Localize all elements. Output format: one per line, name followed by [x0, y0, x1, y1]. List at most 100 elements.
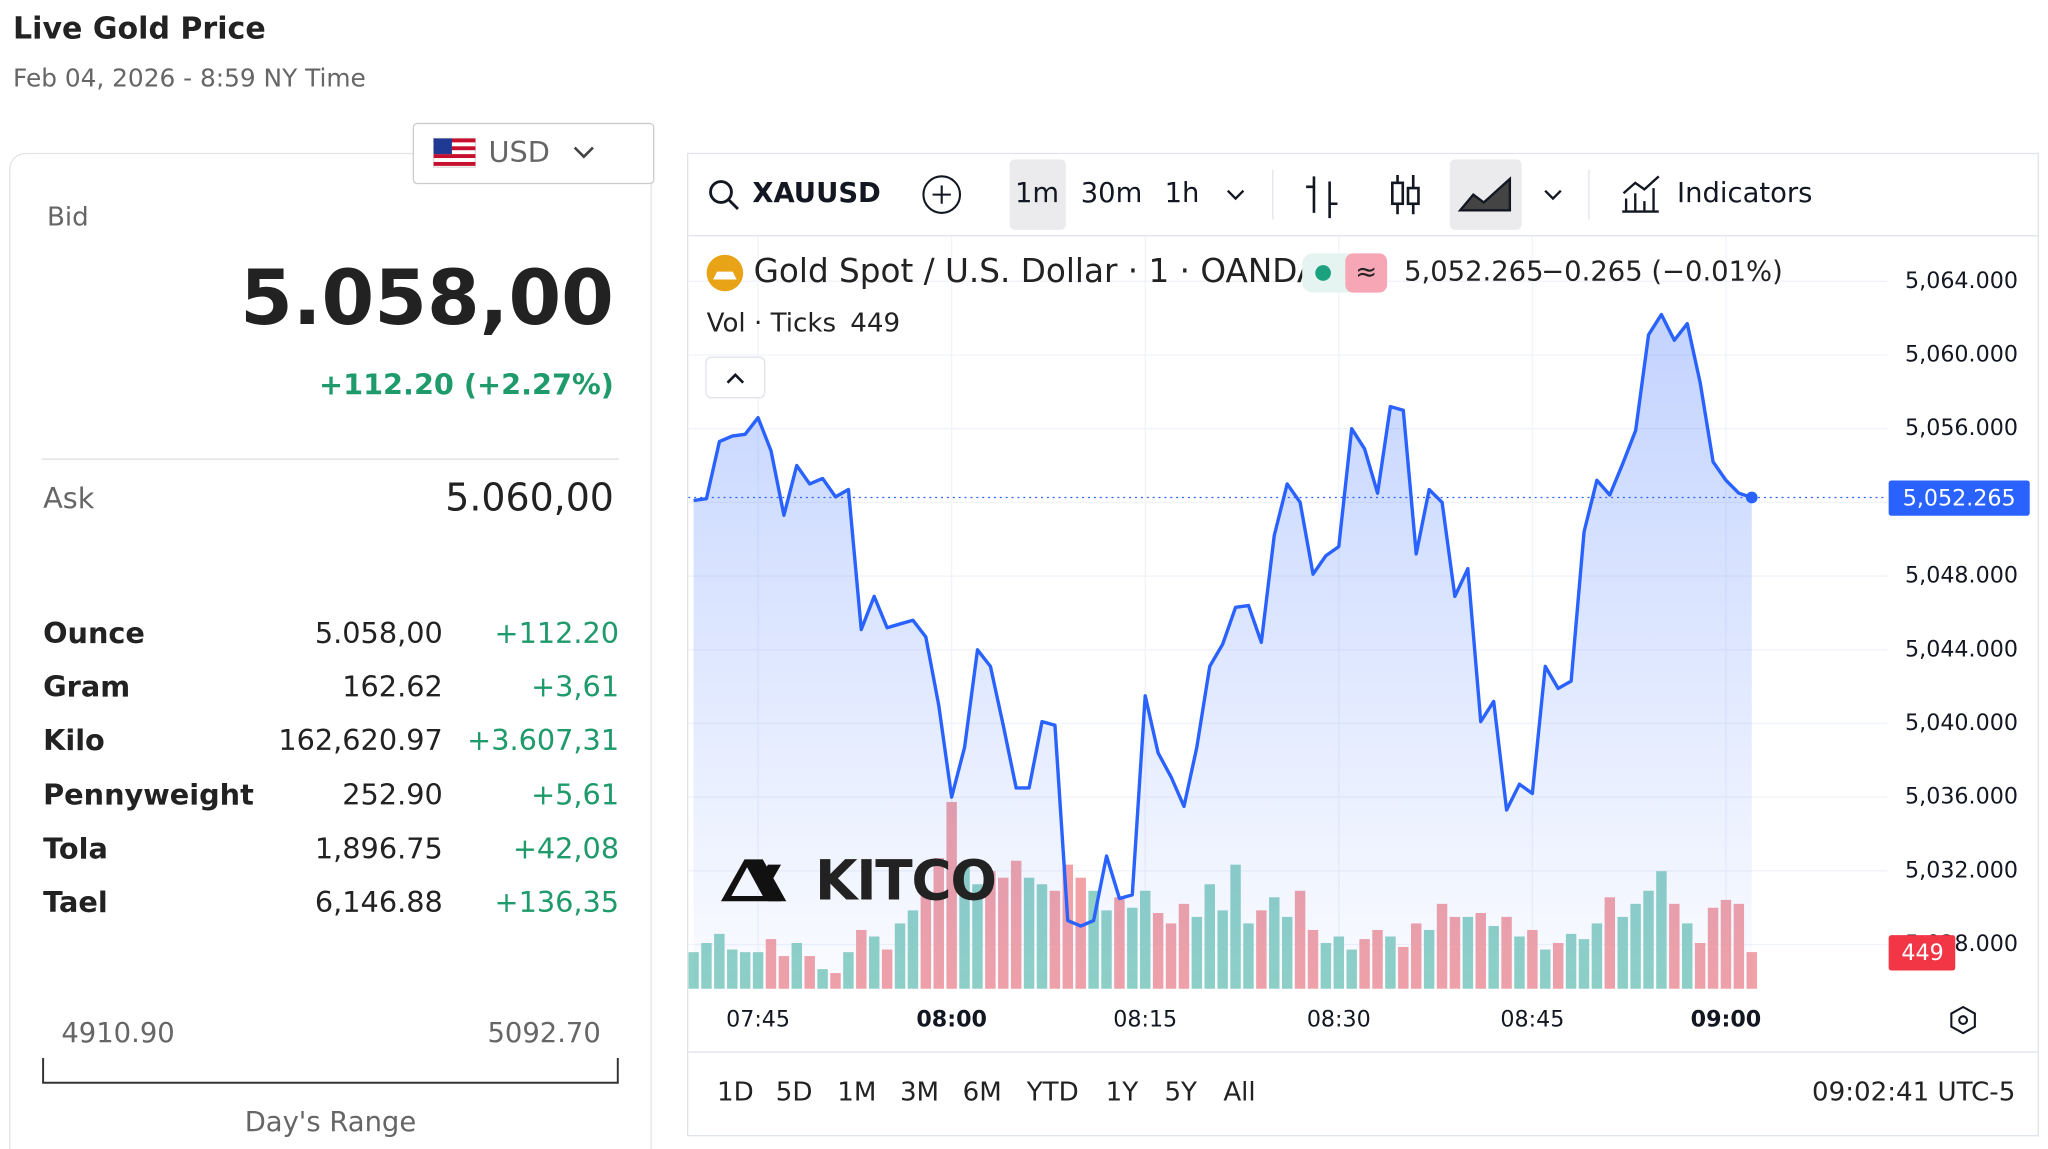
- intervals: 1m 30m 1h: [1015, 178, 1199, 209]
- bid-change: +112.20 (+2.27%): [319, 368, 614, 402]
- page-subtitle: Feb 04, 2026 - 8:59 NY Time: [13, 64, 366, 93]
- interval[interactable]: 30m: [1081, 178, 1143, 209]
- flag-canton: [433, 138, 452, 155]
- delay-icon: ≈: [1355, 257, 1377, 287]
- unit-change: +3,61: [531, 669, 619, 703]
- period[interactable]: 6M: [963, 1078, 1002, 1108]
- overlay: 5,064.0005,060.0005,056.0005,052.0005,04…: [726, 268, 2030, 1033]
- collapse-button[interactable]: [705, 356, 766, 399]
- chevron[interactable]: [1226, 189, 1245, 201]
- y-tick-label: 5,036.000: [1905, 784, 2018, 810]
- interval[interactable]: 1m: [1015, 178, 1059, 209]
- symbol-icon: [713, 271, 737, 280]
- unit-name: Tael: [43, 885, 108, 919]
- logo: KITCO: [815, 848, 996, 912]
- price-badge: [1888, 480, 2030, 516]
- currency: USD: [488, 135, 549, 169]
- bars-icon[interactable]: [1306, 176, 1338, 219]
- volume-badge-label: 449: [1901, 940, 1943, 966]
- legend-change: −0.265 (−0.01%): [1541, 256, 1783, 287]
- period[interactable]: 5Y: [1164, 1078, 1197, 1108]
- unit-name: Kilo: [43, 723, 105, 757]
- unit-price: 5.058,00: [315, 616, 443, 650]
- range-high: 5092.70: [487, 1018, 600, 1049]
- volume-value: 449: [850, 308, 900, 338]
- chevron: [726, 373, 745, 384]
- x-tick-label: 08:00: [916, 1007, 987, 1033]
- candle: [1406, 186, 1420, 206]
- unit-name: Pennyweight: [43, 778, 254, 812]
- unit-change: +42,08: [513, 831, 619, 865]
- active-interval: [1009, 159, 1066, 230]
- range-low: 4910.90: [61, 1018, 174, 1049]
- y-tick-label: 5,048.000: [1905, 563, 2018, 589]
- period[interactable]: 3M: [900, 1078, 939, 1108]
- period[interactable]: 1M: [837, 1078, 876, 1108]
- period[interactable]: 5D: [776, 1078, 813, 1108]
- period[interactable]: YTD: [1026, 1078, 1079, 1108]
- indicators-icon[interactable]: [1622, 175, 1660, 213]
- area: [693, 314, 1752, 989]
- volume-label: Vol · Ticks: [707, 308, 836, 338]
- x-tick-label: 07:45: [726, 1007, 790, 1033]
- ask-price: 5.060,00: [445, 476, 614, 520]
- unit-price: 162.62: [342, 669, 443, 703]
- y-tick-label: 5,064.000: [1905, 268, 2018, 294]
- period[interactable]: 1D: [717, 1078, 754, 1108]
- add-symbol[interactable]: [922, 175, 962, 214]
- settings-icon[interactable]: [1950, 1005, 1976, 1035]
- unit-change: +3.607,31: [467, 723, 619, 757]
- unit-price: 6,146.88: [315, 885, 443, 919]
- area-icon[interactable]: [1457, 176, 1512, 212]
- last-point: [1745, 491, 1758, 504]
- legend-title: Gold Spot / U.S. Dollar · 1 · OANDA: [754, 252, 1320, 290]
- chevron: [573, 146, 594, 159]
- x-tick-label: 08:30: [1307, 1007, 1371, 1033]
- clock: 09:02:41 UTC-5: [1812, 1078, 2015, 1108]
- interval[interactable]: 1h: [1165, 178, 1200, 209]
- unit-price: 252.90: [342, 778, 443, 812]
- x-tick-label: 08:15: [1113, 1007, 1177, 1033]
- period[interactable]: 1Y: [1106, 1078, 1139, 1108]
- flag-stripe: [433, 154, 476, 159]
- range-label: Day's Range: [245, 1107, 417, 1138]
- plus: [932, 185, 951, 204]
- volume-badge: [1888, 935, 1956, 971]
- unit-name: Gram: [43, 669, 130, 703]
- search-icon[interactable]: [709, 180, 733, 204]
- bid-label: Bid: [47, 203, 89, 233]
- ask-label: Ask: [43, 481, 95, 515]
- unit-table: Ounce 5.058,00 +112.20 Gram 162.62 +3,61 Kilo 1…: [43, 616, 619, 919]
- y-tick-label: 5,040.000: [1905, 710, 2018, 736]
- flag-stripe: [433, 138, 476, 143]
- y-tick-label: 5,056.000: [1905, 415, 2018, 441]
- indicators[interactable]: Indicators: [1677, 178, 1812, 209]
- market-open: [1315, 265, 1331, 281]
- unit-change: +112.20: [495, 616, 620, 650]
- flag-stripe: [433, 146, 476, 151]
- x-tick-label: 08:45: [1500, 1007, 1564, 1033]
- settings-icon: [1958, 1015, 1969, 1026]
- y-tick-label: 5,032.000: [1905, 857, 2018, 883]
- range-bar: [42, 1057, 619, 1084]
- symbol[interactable]: XAUUSD: [752, 178, 881, 209]
- price-badge-label: 5,052.265: [1903, 485, 2016, 511]
- legend-price: 5,052.265: [1404, 256, 1543, 287]
- currency-select[interactable]: USD: [412, 122, 655, 185]
- chevron[interactable]: [1544, 189, 1562, 201]
- search-icon: [727, 198, 739, 210]
- y-tick-label: 5,060.000: [1905, 342, 2018, 368]
- unit-change: +5,61: [531, 778, 619, 812]
- unit-name: Tola: [43, 831, 108, 865]
- candle: [1391, 181, 1405, 206]
- unit-price: 162,620.97: [278, 723, 442, 757]
- unit-price: 1,896.75: [315, 831, 443, 865]
- price-line: [693, 312, 1753, 928]
- period[interactable]: All: [1223, 1078, 1255, 1108]
- plot: [688, 236, 1888, 989]
- flag-stripe: [433, 161, 476, 166]
- active-chart-type: [1449, 159, 1522, 230]
- status-badge: [1345, 253, 1388, 293]
